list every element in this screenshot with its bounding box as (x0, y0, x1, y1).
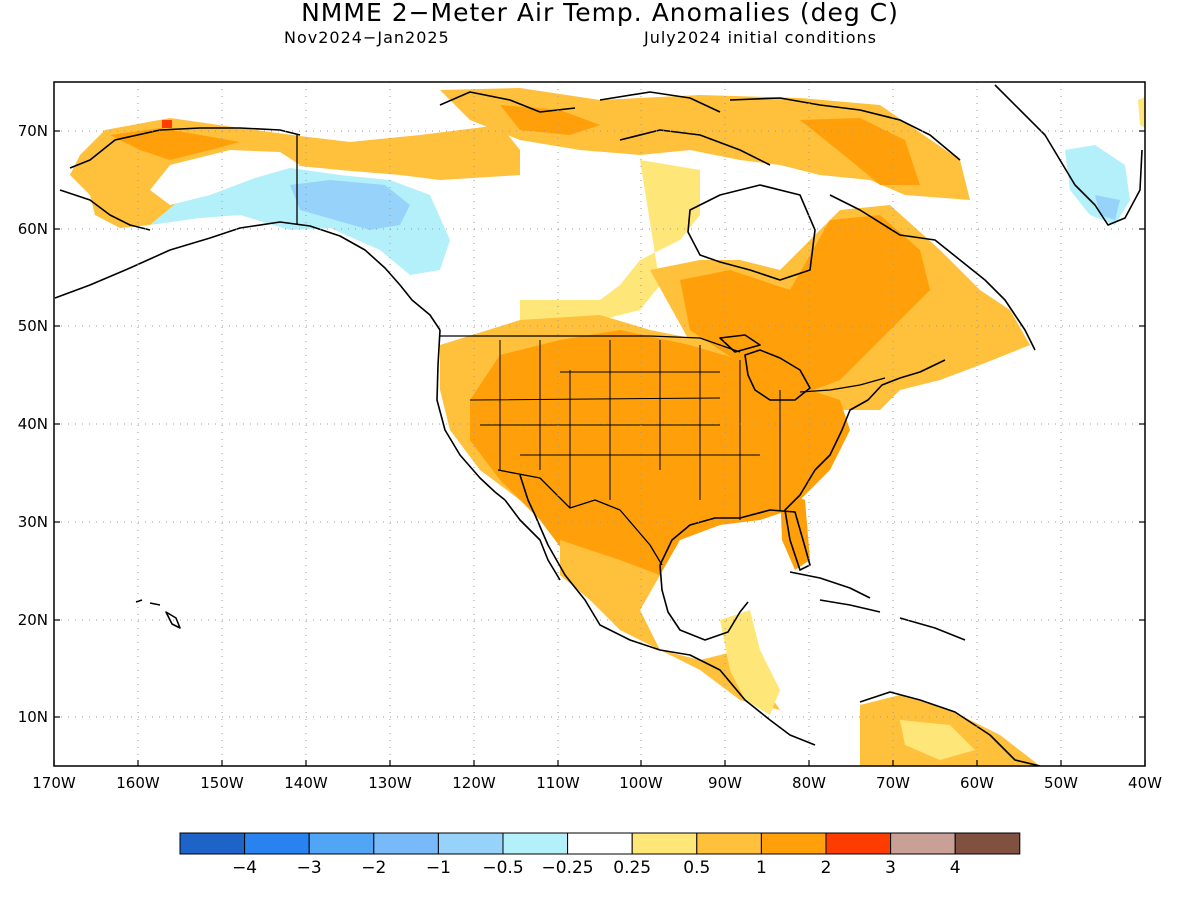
lat-label: 50N (18, 317, 48, 335)
colorbar-label: 3 (885, 858, 896, 878)
gulf-and-atlantic-coastline (659, 359, 946, 641)
lon-label: 150W (200, 774, 244, 792)
lat-label: 20N (18, 611, 48, 629)
lon-label: 130W (368, 774, 412, 792)
colorbar-label: −4 (232, 858, 257, 878)
colorbar-label: 4 (950, 858, 961, 878)
alaska-blue-area (290, 180, 410, 230)
south-america-coastline (859, 691, 1041, 766)
lon-label: 70W (876, 774, 910, 792)
labrador-coastline (829, 194, 1036, 351)
hawaii-islands (135, 599, 181, 629)
colorbar-swatch (760, 832, 827, 855)
longitude-labels: 170W 160W 150W 140W 130W 120W 110W 100W … (32, 774, 1162, 792)
alaska-coastline (54, 127, 441, 331)
lon-label: 160W (116, 774, 160, 792)
colorbar-swatch (437, 832, 504, 855)
colorbar-swatch (825, 832, 892, 855)
colorbar-swatch (179, 832, 246, 855)
lat-label: 10N (18, 708, 48, 726)
baffin-orange (800, 118, 920, 185)
colorbar-label: 0.5 (683, 858, 710, 878)
lon-label: 40W (1128, 774, 1162, 792)
hudson-bay-coastline (687, 184, 816, 281)
mexico-pacific-coastline (504, 474, 816, 746)
latitude-labels: 70N 60N 50N 40N 30N 20N 10N (18, 122, 48, 726)
lon-label: 50W (1044, 774, 1078, 792)
colorbar-swatch (631, 832, 698, 855)
alaska-hot-pixel (162, 120, 172, 128)
arctic-archipelago (439, 91, 961, 166)
us-mexico-border (497, 469, 663, 566)
colorbar-label: −0.5 (482, 858, 523, 878)
colorbar-swatch (567, 832, 633, 855)
lon-label: 110W (536, 774, 580, 792)
lat-label: 70N (18, 122, 48, 140)
colorbar-swatch (502, 832, 569, 855)
us-west-coastline (436, 329, 506, 501)
lon-label: 140W (284, 774, 328, 792)
alaska-white-area (150, 150, 300, 205)
lat-label: 40N (18, 415, 48, 433)
alaska-orange-area (110, 128, 240, 160)
initial-conditions: July2024 initial conditions (644, 28, 877, 47)
lat-label: 30N (18, 513, 48, 531)
colorbar-swatch (373, 832, 439, 855)
arctic-islands-orange (500, 105, 600, 135)
canada-yellow-band (520, 160, 700, 330)
great-lakes (719, 334, 811, 401)
lon-label: 80W (792, 774, 826, 792)
coastlines-and-borders (54, 84, 1143, 766)
colorbar-label: 1 (756, 858, 767, 878)
tick-marks (53, 130, 1146, 766)
caribbean-islands (789, 571, 966, 641)
colorbar: −4 −3 −2 −1 −0.5 −0.25 0.25 0.5 1 2 3 4 (179, 832, 1021, 878)
colorbar-label: −1 (426, 858, 451, 878)
central-america-yellow (720, 610, 780, 715)
greenland-coastline (994, 84, 1143, 226)
lon-label: 120W (452, 774, 496, 792)
colorbar-label: −0.25 (542, 858, 594, 878)
colorbar-swatch (308, 832, 375, 855)
south-america-yellow (900, 720, 975, 760)
lon-label: 90W (708, 774, 742, 792)
florida-orange (780, 490, 810, 570)
colorbar-swatch (954, 832, 1021, 855)
us-state-grid (469, 340, 781, 520)
lon-label: 60W (960, 774, 994, 792)
colorbar-label: −3 (297, 858, 322, 878)
colorbar-swatch (244, 832, 310, 855)
canada-us-border (440, 335, 886, 393)
mexico-warm (560, 540, 780, 710)
lon-label: 170W (32, 774, 76, 792)
lat-label: 60N (18, 220, 48, 238)
colorbar-swatch (890, 832, 956, 855)
map-title: NMME 2−Meter Air Temp. Anomalies (deg C) (301, 0, 899, 27)
colorbar-label: −2 (361, 858, 386, 878)
colorbar-label: 2 (821, 858, 832, 878)
greenland-edge-warm (1138, 97, 1145, 128)
lon-label: 100W (619, 774, 663, 792)
colorbar-swatch (696, 832, 762, 855)
forecast-period: Nov2024−Jan2025 (284, 28, 450, 47)
colorbar-label: 0.25 (613, 858, 651, 878)
